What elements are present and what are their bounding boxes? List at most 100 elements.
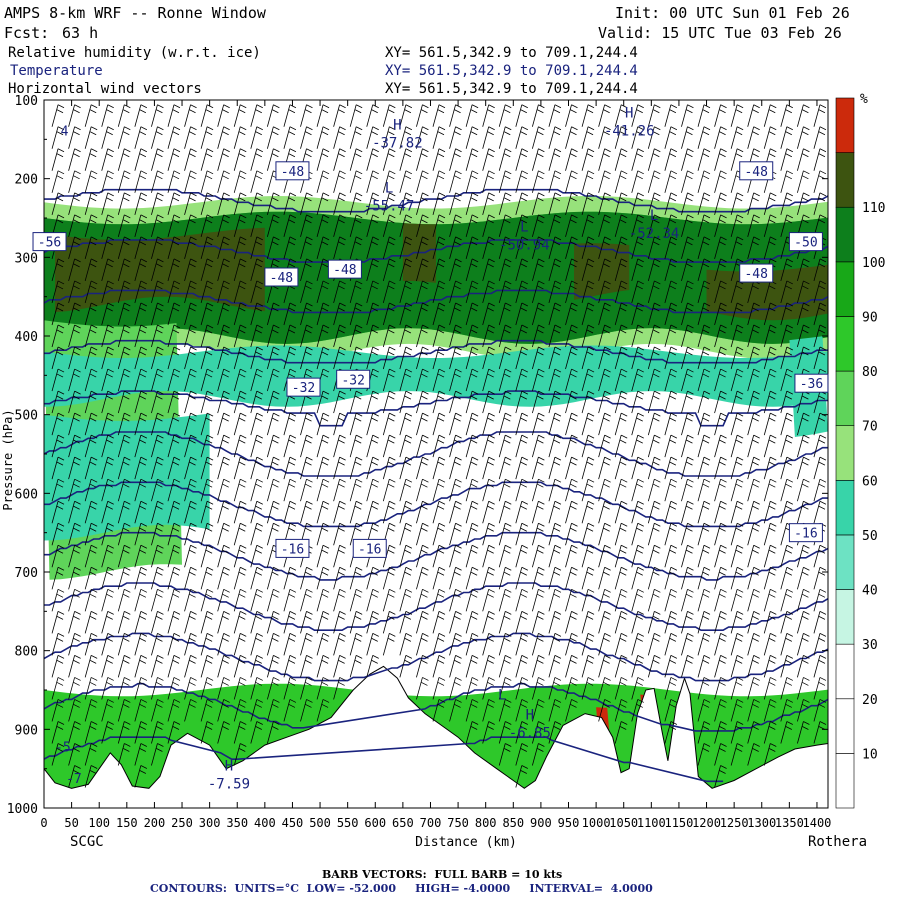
wind-barb [333, 588, 346, 612]
wind-barb [515, 699, 528, 722]
wind-barb [482, 104, 495, 127]
wind-barb [465, 346, 479, 370]
wind-barb [614, 324, 628, 348]
wind-barb [333, 610, 346, 634]
wind-barb [416, 412, 429, 436]
wind-barb [548, 456, 562, 480]
wind-barb [117, 588, 131, 612]
wind-barb [200, 633, 214, 656]
wind-barb [581, 104, 595, 127]
wind-barb [714, 478, 727, 502]
wind-barb [200, 280, 214, 304]
colorbar-swatch [835, 698, 855, 754]
colorbar-label: 40 [862, 584, 878, 599]
wind-barb [432, 677, 446, 700]
wind-barb [647, 610, 661, 634]
wind-barb [465, 633, 479, 656]
wind-barb [598, 258, 611, 282]
wind-barb [797, 280, 810, 304]
wind-barb [366, 566, 379, 590]
wind-barb [498, 258, 512, 282]
wind-barb [747, 302, 760, 326]
wind-barb [266, 324, 280, 348]
wind-barb [449, 324, 462, 348]
wind-barb [531, 456, 545, 480]
wind-barb [184, 346, 197, 370]
wind-barb [714, 258, 727, 282]
wind-barb [283, 346, 297, 370]
x-tick-label: 600 [364, 816, 386, 830]
wind-barb [101, 677, 114, 700]
wind-barb [233, 677, 247, 700]
wind-barb [714, 170, 727, 193]
field-rh-name: Relative humidity (w.r.t. ice) [8, 45, 261, 61]
extremum-value: -55.47 [364, 198, 415, 214]
wind-barb [763, 434, 777, 458]
wind-barb [432, 368, 446, 392]
wind-barb [697, 368, 711, 392]
wind-barb [167, 214, 181, 237]
wind-barb [399, 258, 413, 282]
wind-barb [200, 500, 214, 524]
wind-barb [747, 478, 760, 502]
wind-barb [217, 192, 230, 215]
wind-barb [84, 610, 98, 634]
wind-barb [266, 500, 280, 524]
wind-barb [681, 126, 694, 149]
wind-barb [151, 677, 164, 700]
wind-barb [730, 104, 744, 127]
wind-barb [747, 677, 760, 700]
rh-band-mid-left [44, 413, 210, 541]
wind-barb [747, 236, 760, 259]
y-tick-label: 900 [15, 723, 38, 738]
wind-barb [167, 544, 181, 568]
wind-barb [184, 368, 197, 392]
wind-barb [233, 743, 247, 766]
wind-barb [797, 588, 810, 612]
wind-barb [697, 699, 711, 722]
wind-barb [200, 148, 214, 171]
wind-barb [730, 699, 744, 722]
wind-barb [217, 170, 230, 193]
wind-barb [266, 368, 280, 392]
wind-barb [482, 610, 495, 634]
wind-barb [184, 588, 197, 612]
wind-barb [697, 324, 711, 348]
wind-barb [167, 655, 181, 678]
wind-barb [797, 478, 810, 502]
wind-barb [598, 610, 611, 634]
wind-barb [283, 104, 297, 127]
wind-barb [300, 434, 313, 458]
wind-barb [68, 192, 81, 215]
wind-barb [250, 368, 263, 392]
wind-barb [84, 258, 98, 282]
wind-barb [283, 434, 297, 458]
wind-barb [300, 126, 313, 149]
wind-barb [250, 610, 263, 634]
wind-barb [382, 566, 396, 590]
wind-barb [151, 500, 164, 524]
wind-barb [548, 610, 562, 634]
wind-barb [184, 522, 197, 546]
wind-barb [498, 214, 512, 237]
wind-barb [581, 148, 595, 171]
wind-barb [117, 478, 131, 502]
wind-barb [300, 214, 313, 237]
wind-barb [797, 544, 810, 568]
wind-barb [399, 302, 413, 326]
field-wind-name: Horizontal wind vectors [8, 81, 202, 97]
wind-barb [250, 588, 263, 612]
wind-barb [432, 633, 446, 656]
wind-barb [117, 170, 131, 193]
wind-barb [200, 566, 214, 590]
wind-barb [581, 522, 595, 546]
wind-barb [68, 412, 81, 436]
extremum-value: -52.34 [629, 226, 680, 242]
wind-barb [681, 500, 694, 524]
wind-barb [250, 478, 263, 502]
wind-barb [581, 170, 595, 193]
wind-barb [581, 412, 595, 436]
wind-barb [763, 522, 777, 546]
wind-barb [647, 302, 661, 326]
wind-barb [614, 390, 628, 414]
